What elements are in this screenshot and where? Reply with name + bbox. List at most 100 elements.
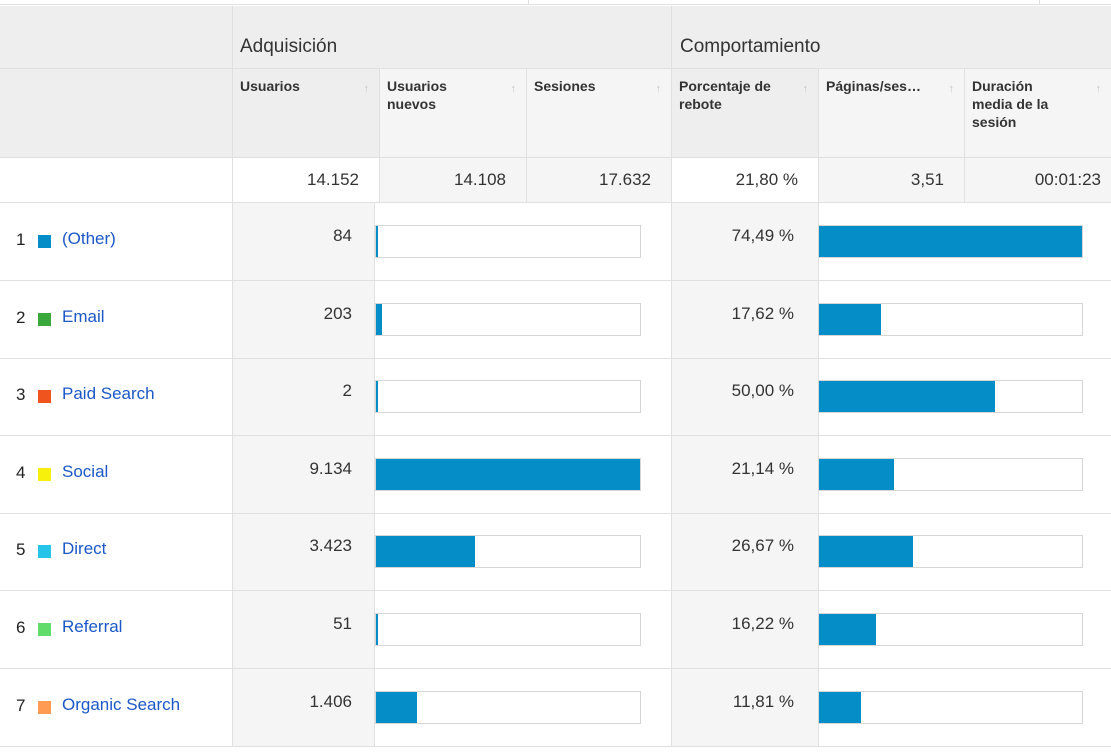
channel-link[interactable]: Social bbox=[62, 462, 109, 481]
bounce-bar-track bbox=[818, 613, 1083, 646]
channel-color-swatch bbox=[38, 235, 51, 248]
bounce-bar-track bbox=[818, 458, 1083, 491]
row-number: 3 bbox=[16, 385, 26, 404]
bounce-bar-track bbox=[818, 303, 1083, 336]
sort-arrow-icon[interactable]: ↑ bbox=[802, 83, 809, 95]
column-header-sessions[interactable]: Sesiones ↑ bbox=[526, 68, 671, 157]
bounce-value: 74,49 % bbox=[731, 226, 794, 245]
users-bar bbox=[376, 536, 475, 567]
bounce-column-background bbox=[671, 203, 818, 746]
bounce-bar bbox=[819, 381, 995, 412]
channel-color-swatch bbox=[38, 390, 51, 403]
column-header-session-duration[interactable]: Duración media de la sesión ↑ bbox=[964, 68, 1111, 157]
grid-line bbox=[374, 203, 375, 746]
channel-link[interactable]: Direct bbox=[62, 539, 107, 558]
column-label: Usuarios nuevos bbox=[387, 78, 447, 112]
column-header-pages-session[interactable]: Páginas/ses… ↑ bbox=[818, 68, 964, 157]
channel-color-swatch bbox=[38, 468, 51, 481]
users-bar-track bbox=[375, 535, 641, 568]
bounce-value: 17,62 % bbox=[731, 304, 794, 323]
channel-link[interactable]: Paid Search bbox=[62, 384, 155, 403]
total-users: 14.152 bbox=[232, 157, 379, 202]
channel-link[interactable]: Referral bbox=[62, 617, 123, 636]
column-header-users[interactable]: Usuarios ↑ bbox=[232, 68, 379, 157]
channel-color-swatch bbox=[38, 313, 51, 326]
bounce-bar bbox=[819, 614, 876, 645]
sort-arrow-icon[interactable]: ↑ bbox=[1095, 83, 1102, 95]
row-number: 1 bbox=[16, 230, 26, 249]
users-bar bbox=[376, 459, 640, 490]
totals-label-cell bbox=[0, 157, 232, 202]
channel-link[interactable]: (Other) bbox=[62, 229, 116, 248]
grid-line bbox=[0, 157, 1111, 158]
users-bar bbox=[376, 692, 417, 723]
column-label: Usuarios bbox=[240, 78, 300, 94]
users-bar bbox=[376, 381, 378, 412]
grid-line bbox=[0, 435, 1111, 436]
bounce-bar bbox=[819, 459, 894, 490]
channel-color-swatch bbox=[38, 623, 51, 636]
channel-link[interactable]: Organic Search bbox=[62, 695, 181, 714]
column-header-new-users[interactable]: Usuarios nuevos ↑ bbox=[379, 68, 526, 157]
total-pages-session: 3,51 bbox=[818, 157, 964, 202]
bounce-value: 26,67 % bbox=[731, 536, 794, 555]
sort-arrow-icon[interactable]: ↑ bbox=[363, 83, 370, 95]
channel-link[interactable]: Email bbox=[62, 307, 105, 326]
bounce-value: 16,22 % bbox=[731, 614, 794, 633]
bounce-bar-track bbox=[818, 225, 1083, 258]
column-header-bounce-rate[interactable]: Porcentaje de rebote ↑ bbox=[671, 68, 818, 157]
users-bar bbox=[376, 304, 382, 335]
grid-line bbox=[379, 68, 380, 202]
users-bar-track bbox=[375, 380, 641, 413]
top-strip bbox=[0, 0, 1111, 5]
sort-arrow-icon[interactable]: ↑ bbox=[948, 83, 955, 95]
users-bar-track bbox=[375, 458, 641, 491]
grid-line bbox=[232, 6, 233, 746]
users-value: 1.406 bbox=[309, 692, 352, 711]
column-label: Páginas/ses… bbox=[826, 78, 921, 94]
channel-color-swatch bbox=[38, 701, 51, 714]
users-bar bbox=[376, 614, 378, 645]
header-bg-unsorted-a bbox=[380, 68, 671, 157]
sort-arrow-icon[interactable]: ↑ bbox=[655, 83, 662, 95]
strip-divider bbox=[528, 0, 529, 4]
behavior-title: Comportamiento bbox=[680, 36, 821, 57]
row-number: 6 bbox=[16, 618, 26, 637]
grid-line bbox=[0, 280, 1111, 281]
row-number: 5 bbox=[16, 540, 26, 559]
grid-line bbox=[964, 68, 965, 202]
bounce-bar-track bbox=[818, 691, 1083, 724]
column-label: Porcentaje de rebote bbox=[679, 78, 771, 112]
strip-divider bbox=[1039, 0, 1040, 4]
grid-line bbox=[0, 68, 1111, 69]
bounce-value: 21,14 % bbox=[731, 459, 794, 478]
grid-line bbox=[0, 668, 1111, 669]
users-value: 2 bbox=[342, 381, 352, 400]
users-value: 3.423 bbox=[309, 536, 352, 555]
users-bar-track bbox=[375, 303, 641, 336]
users-bar-track bbox=[375, 613, 641, 646]
bounce-bar bbox=[819, 304, 881, 335]
bounce-bar-track bbox=[818, 535, 1083, 568]
bounce-bar bbox=[819, 692, 861, 723]
column-label: Duración media de la sesión bbox=[972, 78, 1049, 130]
bounce-bar bbox=[819, 536, 913, 567]
channel-color-swatch bbox=[38, 545, 51, 558]
grid-line bbox=[526, 68, 527, 202]
bounce-bar-track bbox=[818, 380, 1083, 413]
column-label: Sesiones bbox=[534, 78, 596, 94]
grid-line bbox=[0, 590, 1111, 591]
acquisition-title: Adquisición bbox=[240, 36, 338, 57]
bounce-value: 50,00 % bbox=[731, 381, 794, 400]
total-new-users: 14.108 bbox=[379, 157, 526, 202]
users-value: 51 bbox=[333, 614, 352, 633]
row-number: 4 bbox=[16, 463, 26, 482]
grid-line bbox=[671, 6, 672, 746]
grid-line bbox=[0, 202, 1111, 203]
bounce-value: 11,81 % bbox=[732, 692, 794, 711]
total-sessions: 17.632 bbox=[526, 157, 671, 202]
sort-arrow-icon[interactable]: ↑ bbox=[510, 83, 517, 95]
users-value: 84 bbox=[333, 226, 352, 245]
bounce-bar bbox=[819, 226, 1082, 257]
row-number: 2 bbox=[16, 308, 26, 327]
